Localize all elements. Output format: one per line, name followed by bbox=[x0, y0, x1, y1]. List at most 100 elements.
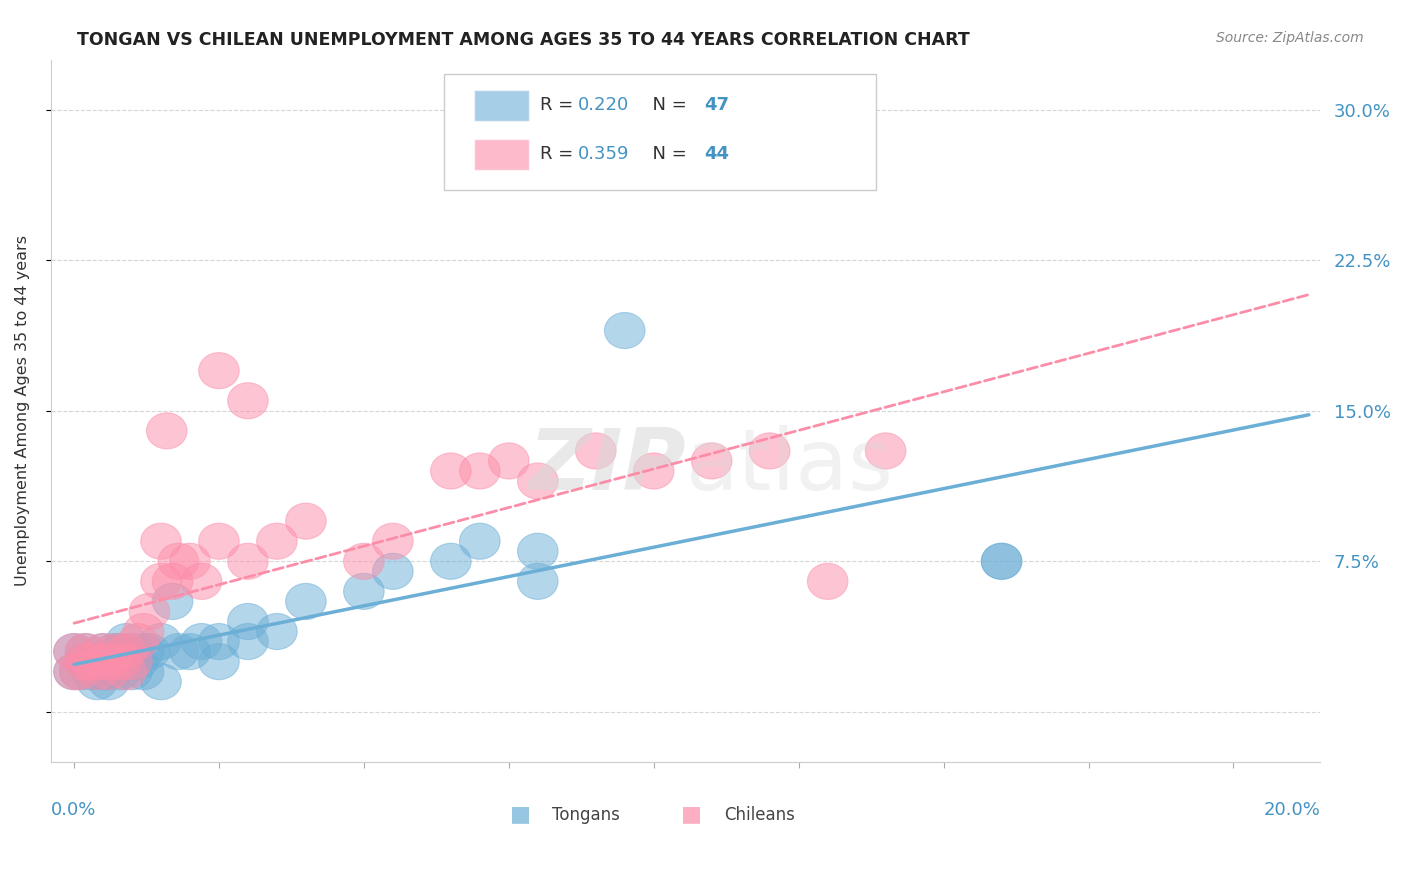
Ellipse shape bbox=[198, 524, 239, 559]
Ellipse shape bbox=[152, 563, 193, 599]
Ellipse shape bbox=[77, 664, 118, 699]
Text: Source: ZipAtlas.com: Source: ZipAtlas.com bbox=[1216, 31, 1364, 45]
Text: Chileans: Chileans bbox=[724, 805, 794, 823]
Ellipse shape bbox=[83, 654, 124, 690]
Ellipse shape bbox=[257, 614, 297, 649]
Ellipse shape bbox=[228, 624, 269, 659]
Ellipse shape bbox=[83, 633, 124, 670]
Text: R =: R = bbox=[540, 145, 579, 163]
Text: Tongans: Tongans bbox=[553, 805, 620, 823]
Ellipse shape bbox=[285, 583, 326, 619]
Ellipse shape bbox=[65, 633, 105, 670]
Ellipse shape bbox=[53, 633, 94, 670]
Ellipse shape bbox=[285, 503, 326, 540]
Ellipse shape bbox=[343, 574, 384, 609]
Ellipse shape bbox=[105, 633, 146, 670]
Ellipse shape bbox=[65, 643, 105, 680]
Ellipse shape bbox=[228, 543, 269, 579]
Ellipse shape bbox=[94, 633, 135, 670]
Ellipse shape bbox=[517, 463, 558, 500]
Ellipse shape bbox=[198, 352, 239, 389]
Ellipse shape bbox=[198, 624, 239, 659]
Ellipse shape bbox=[430, 543, 471, 579]
Ellipse shape bbox=[89, 664, 129, 699]
FancyBboxPatch shape bbox=[474, 90, 530, 120]
Ellipse shape bbox=[118, 624, 157, 659]
FancyBboxPatch shape bbox=[444, 74, 876, 189]
Ellipse shape bbox=[157, 633, 198, 670]
Ellipse shape bbox=[83, 633, 124, 670]
Ellipse shape bbox=[460, 453, 501, 489]
Ellipse shape bbox=[59, 654, 100, 690]
Ellipse shape bbox=[517, 533, 558, 569]
Ellipse shape bbox=[141, 664, 181, 699]
Ellipse shape bbox=[157, 543, 198, 579]
Ellipse shape bbox=[72, 654, 111, 690]
Ellipse shape bbox=[100, 654, 141, 690]
Y-axis label: Unemployment Among Ages 35 to 44 years: Unemployment Among Ages 35 to 44 years bbox=[15, 235, 30, 586]
Ellipse shape bbox=[129, 633, 170, 670]
Ellipse shape bbox=[575, 433, 616, 469]
Ellipse shape bbox=[105, 624, 146, 659]
Ellipse shape bbox=[141, 524, 181, 559]
Ellipse shape bbox=[77, 654, 118, 690]
Ellipse shape bbox=[53, 654, 94, 690]
Ellipse shape bbox=[129, 593, 170, 630]
Ellipse shape bbox=[228, 383, 269, 419]
Ellipse shape bbox=[72, 643, 111, 680]
Ellipse shape bbox=[343, 543, 384, 579]
Text: 20.0%: 20.0% bbox=[1264, 801, 1320, 819]
Ellipse shape bbox=[634, 453, 673, 489]
Ellipse shape bbox=[807, 563, 848, 599]
Text: atlas: atlas bbox=[686, 425, 894, 508]
Ellipse shape bbox=[105, 654, 146, 690]
Ellipse shape bbox=[94, 643, 135, 680]
Ellipse shape bbox=[105, 643, 146, 680]
Text: N =: N = bbox=[641, 96, 693, 114]
Ellipse shape bbox=[111, 643, 152, 680]
FancyBboxPatch shape bbox=[474, 139, 530, 169]
Ellipse shape bbox=[181, 563, 222, 599]
Ellipse shape bbox=[141, 624, 181, 659]
Text: 0.220: 0.220 bbox=[578, 96, 628, 114]
Ellipse shape bbox=[460, 524, 501, 559]
Ellipse shape bbox=[72, 643, 111, 680]
Ellipse shape bbox=[170, 633, 211, 670]
Ellipse shape bbox=[77, 643, 118, 680]
Text: N =: N = bbox=[641, 145, 693, 163]
Text: 44: 44 bbox=[704, 145, 730, 163]
Ellipse shape bbox=[89, 643, 129, 680]
Ellipse shape bbox=[749, 433, 790, 469]
Ellipse shape bbox=[89, 654, 129, 690]
Text: ■: ■ bbox=[682, 805, 703, 824]
Ellipse shape bbox=[181, 624, 222, 659]
Ellipse shape bbox=[170, 543, 211, 579]
Ellipse shape bbox=[65, 633, 105, 670]
Text: ZIP: ZIP bbox=[529, 425, 686, 508]
Ellipse shape bbox=[141, 563, 181, 599]
Ellipse shape bbox=[94, 633, 135, 670]
Ellipse shape bbox=[100, 643, 141, 680]
Ellipse shape bbox=[865, 433, 905, 469]
Ellipse shape bbox=[488, 443, 529, 479]
Ellipse shape bbox=[124, 614, 165, 649]
Ellipse shape bbox=[83, 643, 124, 680]
Ellipse shape bbox=[111, 633, 152, 670]
Text: 47: 47 bbox=[704, 96, 730, 114]
Ellipse shape bbox=[59, 654, 100, 690]
Ellipse shape bbox=[257, 524, 297, 559]
Ellipse shape bbox=[373, 524, 413, 559]
Ellipse shape bbox=[124, 654, 165, 690]
Ellipse shape bbox=[146, 413, 187, 449]
Text: TONGAN VS CHILEAN UNEMPLOYMENT AMONG AGES 35 TO 44 YEARS CORRELATION CHART: TONGAN VS CHILEAN UNEMPLOYMENT AMONG AGE… bbox=[77, 31, 970, 49]
Ellipse shape bbox=[373, 553, 413, 590]
Ellipse shape bbox=[89, 654, 129, 690]
Text: R =: R = bbox=[540, 96, 579, 114]
Ellipse shape bbox=[65, 643, 105, 680]
Ellipse shape bbox=[981, 543, 1022, 579]
Ellipse shape bbox=[53, 654, 94, 690]
Ellipse shape bbox=[517, 563, 558, 599]
Ellipse shape bbox=[100, 633, 141, 670]
Ellipse shape bbox=[111, 654, 152, 690]
Ellipse shape bbox=[692, 443, 733, 479]
